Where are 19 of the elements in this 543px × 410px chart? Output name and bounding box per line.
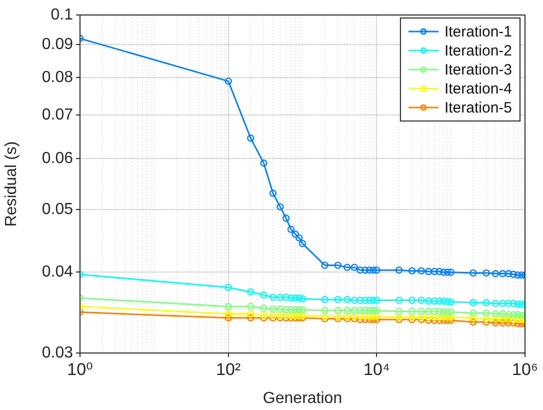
legend-label: Iteration-1	[444, 24, 512, 41]
x-tick-label: 10⁶	[512, 360, 538, 379]
x-tick-label: 10⁴	[364, 360, 390, 379]
y-tick-label: 0.05	[42, 201, 74, 218]
y-tick-label: 0.08	[42, 69, 74, 86]
y-tick-label: 0.07	[42, 106, 74, 124]
y-tick-label: 0.04	[42, 264, 74, 281]
x-tick-label: 10²	[216, 360, 241, 379]
y-tick-label: 0.09	[42, 36, 74, 53]
x-axis-title: Generation	[262, 390, 342, 407]
y-axis-title: Residual (s)	[3, 141, 20, 227]
x-tick-label: 10⁰	[67, 360, 94, 379]
legend-label: Iteration-5	[444, 100, 512, 117]
legend-label: Iteration-3	[444, 62, 512, 79]
y-tick-label: 0.1	[50, 6, 74, 24]
y-tick-label: 0.03	[42, 344, 74, 362]
legend-label: Iteration-4	[444, 80, 512, 98]
legend-label: Iteration-2	[444, 42, 512, 60]
y-tick-label: 0.06	[42, 150, 74, 167]
